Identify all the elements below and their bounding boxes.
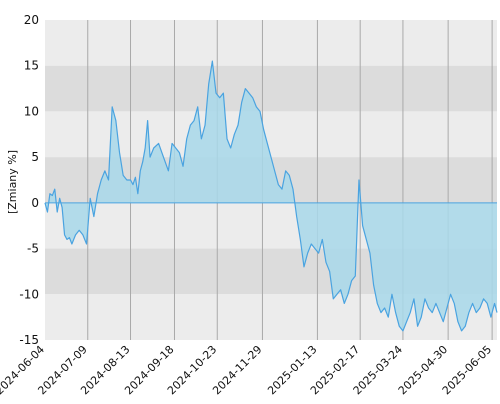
background-band — [45, 65, 497, 112]
background-band — [45, 20, 497, 66]
y-tick-label: 5 — [31, 150, 39, 164]
series-line-layer — [44, 60, 498, 332]
y-tick-label: 10 — [24, 104, 39, 118]
y-tick-label: 20 — [24, 13, 39, 27]
y-tick-label: -10 — [19, 287, 39, 301]
y-tick-label: -15 — [19, 333, 39, 347]
y-tick-label: -5 — [27, 242, 39, 256]
area-fill-layer — [45, 61, 497, 331]
background-band — [45, 111, 497, 158]
y-axis-label: [Zmiany %] — [6, 150, 19, 214]
y-tick-label: 0 — [31, 196, 39, 210]
series-line — [44, 60, 498, 332]
y-axis-ticks: 20 15 10 5 0 -5 -10 -15 — [19, 13, 39, 347]
area-fill — [45, 61, 497, 331]
y-tick-label: 15 — [24, 59, 39, 73]
x-axis-ticks: 2024-06-042024-07-092024-08-132024-09-18… — [0, 343, 494, 397]
